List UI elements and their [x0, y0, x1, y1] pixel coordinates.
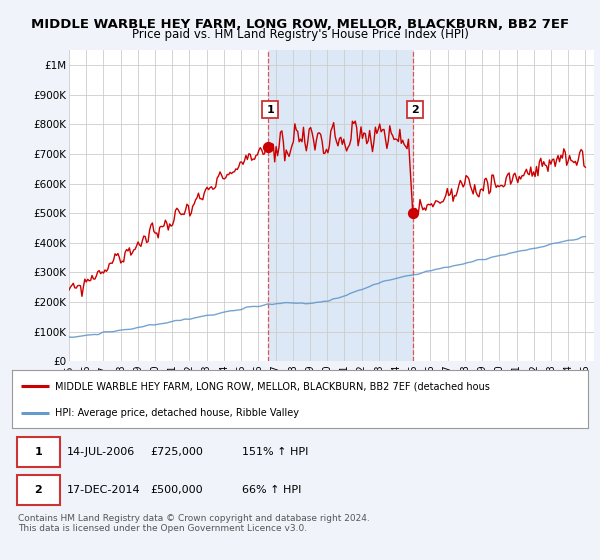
- Text: £725,000: £725,000: [150, 447, 203, 457]
- Text: 1: 1: [34, 447, 42, 457]
- Text: HPI: Average price, detached house, Ribble Valley: HPI: Average price, detached house, Ribb…: [55, 408, 299, 418]
- Text: MIDDLE WARBLE HEY FARM, LONG ROW, MELLOR, BLACKBURN, BB2 7EF: MIDDLE WARBLE HEY FARM, LONG ROW, MELLOR…: [31, 18, 569, 31]
- Text: 14-JUL-2006: 14-JUL-2006: [67, 447, 135, 457]
- Text: £500,000: £500,000: [150, 485, 203, 495]
- Text: 1: 1: [266, 105, 274, 115]
- Text: Contains HM Land Registry data © Crown copyright and database right 2024.
This d: Contains HM Land Registry data © Crown c…: [18, 514, 370, 534]
- FancyBboxPatch shape: [17, 475, 60, 505]
- FancyBboxPatch shape: [17, 437, 60, 467]
- Point: [263, 142, 272, 151]
- Bar: [268, 50, 413, 361]
- Text: 2: 2: [34, 485, 42, 495]
- Text: Price paid vs. HM Land Registry's House Price Index (HPI): Price paid vs. HM Land Registry's House …: [131, 28, 469, 41]
- Text: 17-DEC-2014: 17-DEC-2014: [67, 485, 140, 495]
- Point: [408, 209, 418, 218]
- Text: MIDDLE WARBLE HEY FARM, LONG ROW, MELLOR, BLACKBURN, BB2 7EF (detached hous: MIDDLE WARBLE HEY FARM, LONG ROW, MELLOR…: [55, 381, 490, 391]
- Text: 2: 2: [411, 105, 419, 115]
- Text: 151% ↑ HPI: 151% ↑ HPI: [242, 447, 309, 457]
- Text: 66% ↑ HPI: 66% ↑ HPI: [242, 485, 302, 495]
